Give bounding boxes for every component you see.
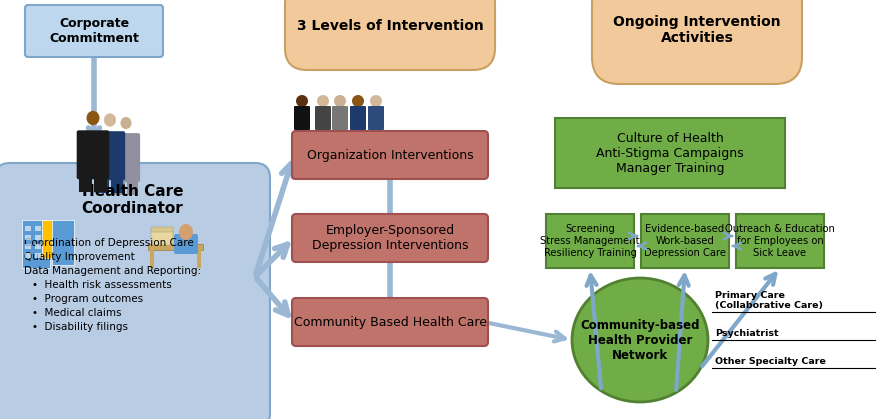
Ellipse shape bbox=[370, 95, 382, 107]
FancyBboxPatch shape bbox=[95, 131, 125, 180]
FancyBboxPatch shape bbox=[97, 173, 108, 193]
FancyBboxPatch shape bbox=[35, 226, 41, 231]
Text: •  Program outcomes: • Program outcomes bbox=[32, 294, 143, 304]
FancyBboxPatch shape bbox=[148, 244, 203, 250]
Ellipse shape bbox=[334, 95, 346, 107]
FancyBboxPatch shape bbox=[292, 298, 488, 346]
FancyBboxPatch shape bbox=[332, 106, 348, 130]
Text: Ongoing Intervention
Activities: Ongoing Intervention Activities bbox=[613, 15, 781, 45]
FancyBboxPatch shape bbox=[150, 250, 154, 268]
FancyBboxPatch shape bbox=[112, 133, 140, 182]
Ellipse shape bbox=[572, 278, 708, 402]
FancyBboxPatch shape bbox=[151, 227, 173, 232]
FancyBboxPatch shape bbox=[77, 130, 109, 179]
Text: Evidence-based
Work-based
Depression Care: Evidence-based Work-based Depression Car… bbox=[644, 225, 726, 258]
FancyBboxPatch shape bbox=[292, 131, 488, 179]
Text: Screening
Stress Management
Resiliency Training: Screening Stress Management Resiliency T… bbox=[540, 225, 640, 258]
FancyBboxPatch shape bbox=[285, 0, 495, 70]
Text: Primary Care
(Collaborative Care): Primary Care (Collaborative Care) bbox=[715, 291, 823, 310]
FancyBboxPatch shape bbox=[42, 220, 54, 258]
FancyBboxPatch shape bbox=[35, 253, 41, 258]
Text: Coordination of Depression Care: Coordination of Depression Care bbox=[24, 238, 194, 248]
Text: Culture of Health
Anti-Stigma Campaigns
Manager Training: Culture of Health Anti-Stigma Campaigns … bbox=[596, 132, 744, 174]
Text: Psychiatrist: Psychiatrist bbox=[715, 329, 779, 338]
FancyBboxPatch shape bbox=[151, 231, 173, 245]
FancyBboxPatch shape bbox=[25, 253, 31, 258]
FancyBboxPatch shape bbox=[111, 173, 123, 193]
Text: Organization Interventions: Organization Interventions bbox=[307, 148, 473, 161]
FancyBboxPatch shape bbox=[94, 172, 107, 192]
Text: Community-based
Health Provider
Network: Community-based Health Provider Network bbox=[580, 318, 700, 362]
FancyBboxPatch shape bbox=[197, 250, 201, 268]
FancyBboxPatch shape bbox=[174, 234, 198, 254]
Ellipse shape bbox=[352, 95, 364, 107]
FancyBboxPatch shape bbox=[294, 106, 310, 130]
FancyBboxPatch shape bbox=[25, 235, 31, 240]
FancyBboxPatch shape bbox=[368, 106, 384, 130]
Text: Other Specialty Care: Other Specialty Care bbox=[715, 357, 825, 366]
FancyBboxPatch shape bbox=[592, 0, 802, 84]
FancyBboxPatch shape bbox=[315, 106, 331, 130]
Text: Community Based Health Care: Community Based Health Care bbox=[294, 316, 487, 328]
Text: Data Management and Reporting:: Data Management and Reporting: bbox=[24, 266, 202, 276]
FancyBboxPatch shape bbox=[22, 220, 50, 268]
Text: •  Health risk assessments: • Health risk assessments bbox=[32, 280, 172, 290]
FancyBboxPatch shape bbox=[0, 163, 270, 419]
FancyBboxPatch shape bbox=[555, 118, 785, 188]
Text: •  Disability filings: • Disability filings bbox=[32, 322, 128, 332]
FancyBboxPatch shape bbox=[546, 214, 634, 268]
FancyBboxPatch shape bbox=[128, 175, 138, 195]
Text: Corporate
Commitment: Corporate Commitment bbox=[49, 17, 139, 45]
Text: •  Medical claims: • Medical claims bbox=[32, 308, 121, 318]
FancyBboxPatch shape bbox=[25, 226, 31, 231]
FancyBboxPatch shape bbox=[35, 235, 41, 240]
FancyBboxPatch shape bbox=[78, 172, 92, 192]
FancyBboxPatch shape bbox=[350, 106, 366, 130]
Text: Quality Improvement: Quality Improvement bbox=[24, 252, 135, 262]
FancyBboxPatch shape bbox=[35, 244, 41, 249]
Ellipse shape bbox=[121, 117, 131, 129]
Text: Health Care
Coordinator: Health Care Coordinator bbox=[82, 184, 183, 216]
Ellipse shape bbox=[317, 95, 329, 107]
Text: Outreach & Education
for Employees on
Sick Leave: Outreach & Education for Employees on Si… bbox=[725, 225, 835, 258]
FancyBboxPatch shape bbox=[25, 244, 31, 249]
FancyBboxPatch shape bbox=[52, 220, 74, 265]
Text: 3 Levels of Intervention: 3 Levels of Intervention bbox=[297, 19, 483, 33]
FancyBboxPatch shape bbox=[292, 214, 488, 262]
Text: Employer-Sponsored
Depression Interventions: Employer-Sponsored Depression Interventi… bbox=[312, 224, 468, 252]
Ellipse shape bbox=[104, 114, 116, 127]
Ellipse shape bbox=[86, 111, 99, 125]
FancyBboxPatch shape bbox=[25, 5, 163, 57]
FancyBboxPatch shape bbox=[114, 175, 125, 195]
FancyBboxPatch shape bbox=[641, 214, 729, 268]
Ellipse shape bbox=[179, 224, 193, 240]
FancyBboxPatch shape bbox=[736, 214, 824, 268]
Ellipse shape bbox=[296, 95, 308, 107]
